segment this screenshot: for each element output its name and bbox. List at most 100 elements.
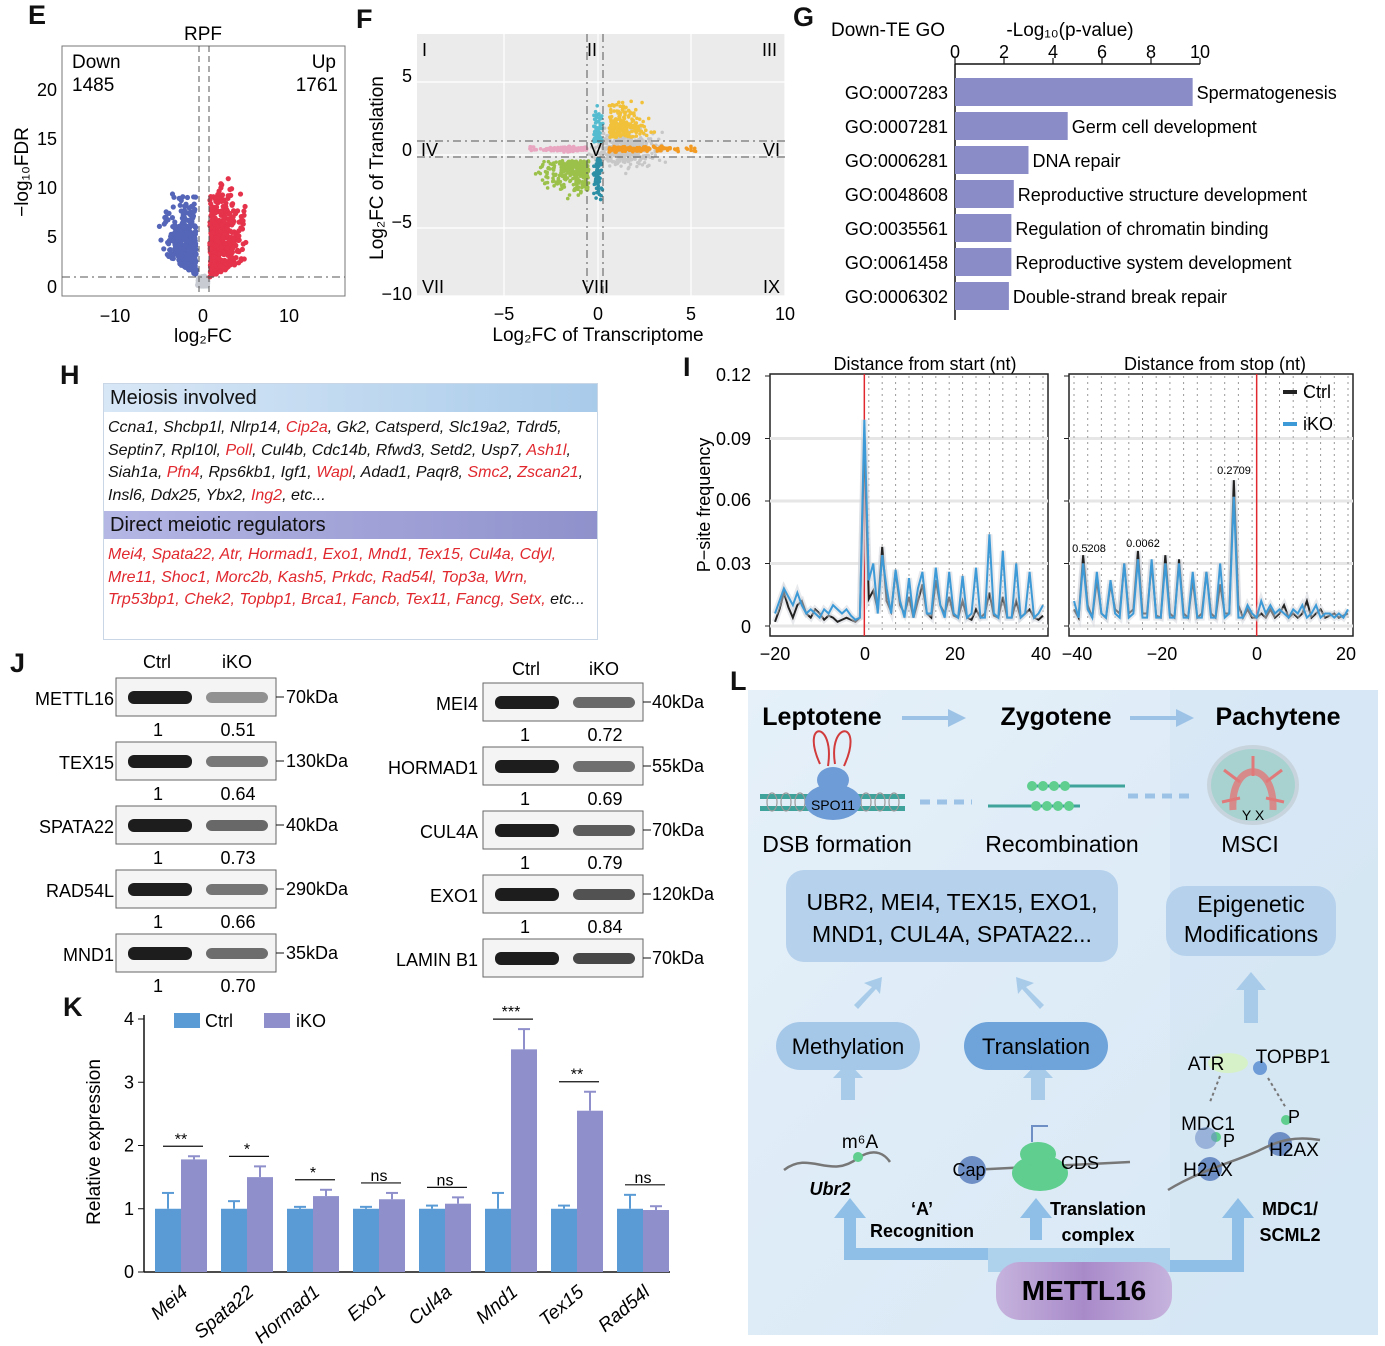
- scatter-point: [626, 147, 631, 152]
- k-sig-label: ns: [437, 1172, 454, 1189]
- k-bar-ctrl: [551, 1208, 577, 1272]
- blot-band-ctrl: [495, 760, 559, 773]
- volcano-frame: [61, 45, 346, 297]
- gene-name: ,: [282, 486, 287, 504]
- quadrant-label: VIII: [582, 277, 609, 297]
- i-xtick: −20: [760, 644, 791, 664]
- gene-name: Rpl10l,: [171, 441, 221, 459]
- volcano-point: [236, 260, 242, 266]
- gene-name: Cdyl,: [519, 546, 557, 563]
- volcano-point: [191, 208, 197, 215]
- kda-label: 130kDa: [286, 751, 349, 771]
- volcano-point: [229, 229, 235, 236]
- scatter-point: [594, 196, 598, 200]
- gene-name: Septin7,: [108, 441, 167, 459]
- stage-pachytene: Pachytene: [1215, 703, 1340, 731]
- panel-label-i: I: [683, 352, 691, 382]
- i-xtick: −40: [1062, 644, 1093, 664]
- h2ax-node: [1268, 1132, 1292, 1156]
- go-bar: [955, 146, 1029, 174]
- scatter-point: [551, 176, 555, 181]
- scatter-point: [619, 164, 623, 168]
- scatter-point: [642, 147, 646, 152]
- quadrant-label: I: [422, 40, 427, 60]
- gene-name: Chek2,: [184, 591, 235, 608]
- legend-ctrl-label: Ctrl: [1303, 382, 1331, 402]
- scatter-point: [640, 163, 645, 167]
- scatter-point: [582, 173, 586, 177]
- gene-name: Mei4,: [108, 546, 148, 563]
- volcano-point: [193, 228, 199, 235]
- scatter-point: [626, 158, 630, 162]
- gene-name: Ash1l: [526, 441, 567, 459]
- scatter-point: [646, 116, 651, 121]
- volcano-point: [178, 197, 184, 204]
- scatter-point: [545, 186, 550, 190]
- scatter-point: [626, 122, 631, 126]
- volcano-point: [208, 233, 214, 240]
- scatter-point: [635, 116, 639, 121]
- scatter-point: [623, 121, 628, 126]
- k-sig-label: *: [310, 1165, 316, 1182]
- blot-protein-label: RAD54L: [46, 881, 114, 901]
- f-xtick: −5: [494, 304, 515, 324]
- gene-name: Prkdc,: [331, 568, 378, 586]
- scatter-point: [675, 146, 680, 151]
- volcano-point: [214, 237, 221, 244]
- k-category-label: Hormad1: [251, 1282, 324, 1346]
- scatter-point: [587, 152, 591, 156]
- scatter-point: [663, 160, 668, 164]
- scatter-point: [600, 187, 605, 192]
- scatter-point: [561, 169, 566, 173]
- scatter-point: [569, 146, 574, 151]
- e-ytick: 5: [47, 227, 57, 247]
- spo11-label: SPO11: [811, 797, 855, 813]
- gene-name: Hormad1,: [247, 546, 319, 563]
- quadrant-label: IX: [763, 277, 780, 297]
- go-axis-title: -Log₁₀(p-value): [1006, 20, 1133, 41]
- scatter-point: [617, 100, 621, 105]
- volcano-point: [199, 278, 206, 284]
- gene-name: Rps6kb1,: [208, 464, 277, 481]
- ctrl-ratio: 1: [520, 853, 530, 873]
- scatter-point: [689, 144, 693, 149]
- volcano-point: [225, 176, 231, 182]
- gene-name: Shoc1,: [161, 568, 211, 586]
- scatter-point: [591, 155, 596, 159]
- f-xtick: 0: [593, 304, 603, 324]
- i-ytick: 0.03: [716, 554, 751, 574]
- epigenetic-line-1: Epigenetic: [1197, 891, 1304, 917]
- volcano-point: [211, 254, 217, 260]
- k-bar-ctrl: [287, 1208, 313, 1272]
- e-xtick: −10: [100, 306, 131, 326]
- volcano-point: [226, 249, 232, 255]
- western-blot-panel: Ctrl iKO Ctrl iKO METTL16 70kDa 1 0.51 TEX15…: [35, 652, 715, 995]
- gene-name: ,: [352, 464, 357, 481]
- blot-band-iko: [573, 889, 635, 900]
- k-ytick-label: 3: [124, 1072, 134, 1092]
- gene-name: Nlrp14,: [229, 419, 282, 436]
- k-ytick-label: 1: [124, 1199, 134, 1219]
- targets-box: [786, 870, 1118, 962]
- scatter-point: [629, 135, 634, 139]
- scatter-point: [642, 139, 646, 143]
- scatter-point: [557, 173, 562, 178]
- h2ax-right-label: H2AX: [1269, 1140, 1319, 1161]
- volcano-point: [239, 226, 246, 232]
- methylation-label: Methylation: [792, 1034, 905, 1059]
- k-bar-iko: [511, 1049, 537, 1272]
- volcano-point: [241, 208, 247, 214]
- i-right-title: Distance from stop (nt): [1124, 354, 1306, 374]
- volcano-point: [218, 210, 224, 216]
- volcano-point: [167, 247, 173, 253]
- volcano-point: [211, 261, 217, 268]
- i-xtick: 0: [1252, 644, 1262, 664]
- k-category-label: Cul4a: [405, 1282, 457, 1330]
- gene-name: Atr,: [219, 546, 244, 563]
- j-left-iko: iKO: [222, 652, 252, 672]
- scatter-point: [554, 181, 559, 186]
- scatter-point: [560, 186, 564, 191]
- stage-arrow-1: [902, 709, 966, 727]
- scatter-point: [634, 134, 639, 138]
- volcano-point: [241, 212, 247, 218]
